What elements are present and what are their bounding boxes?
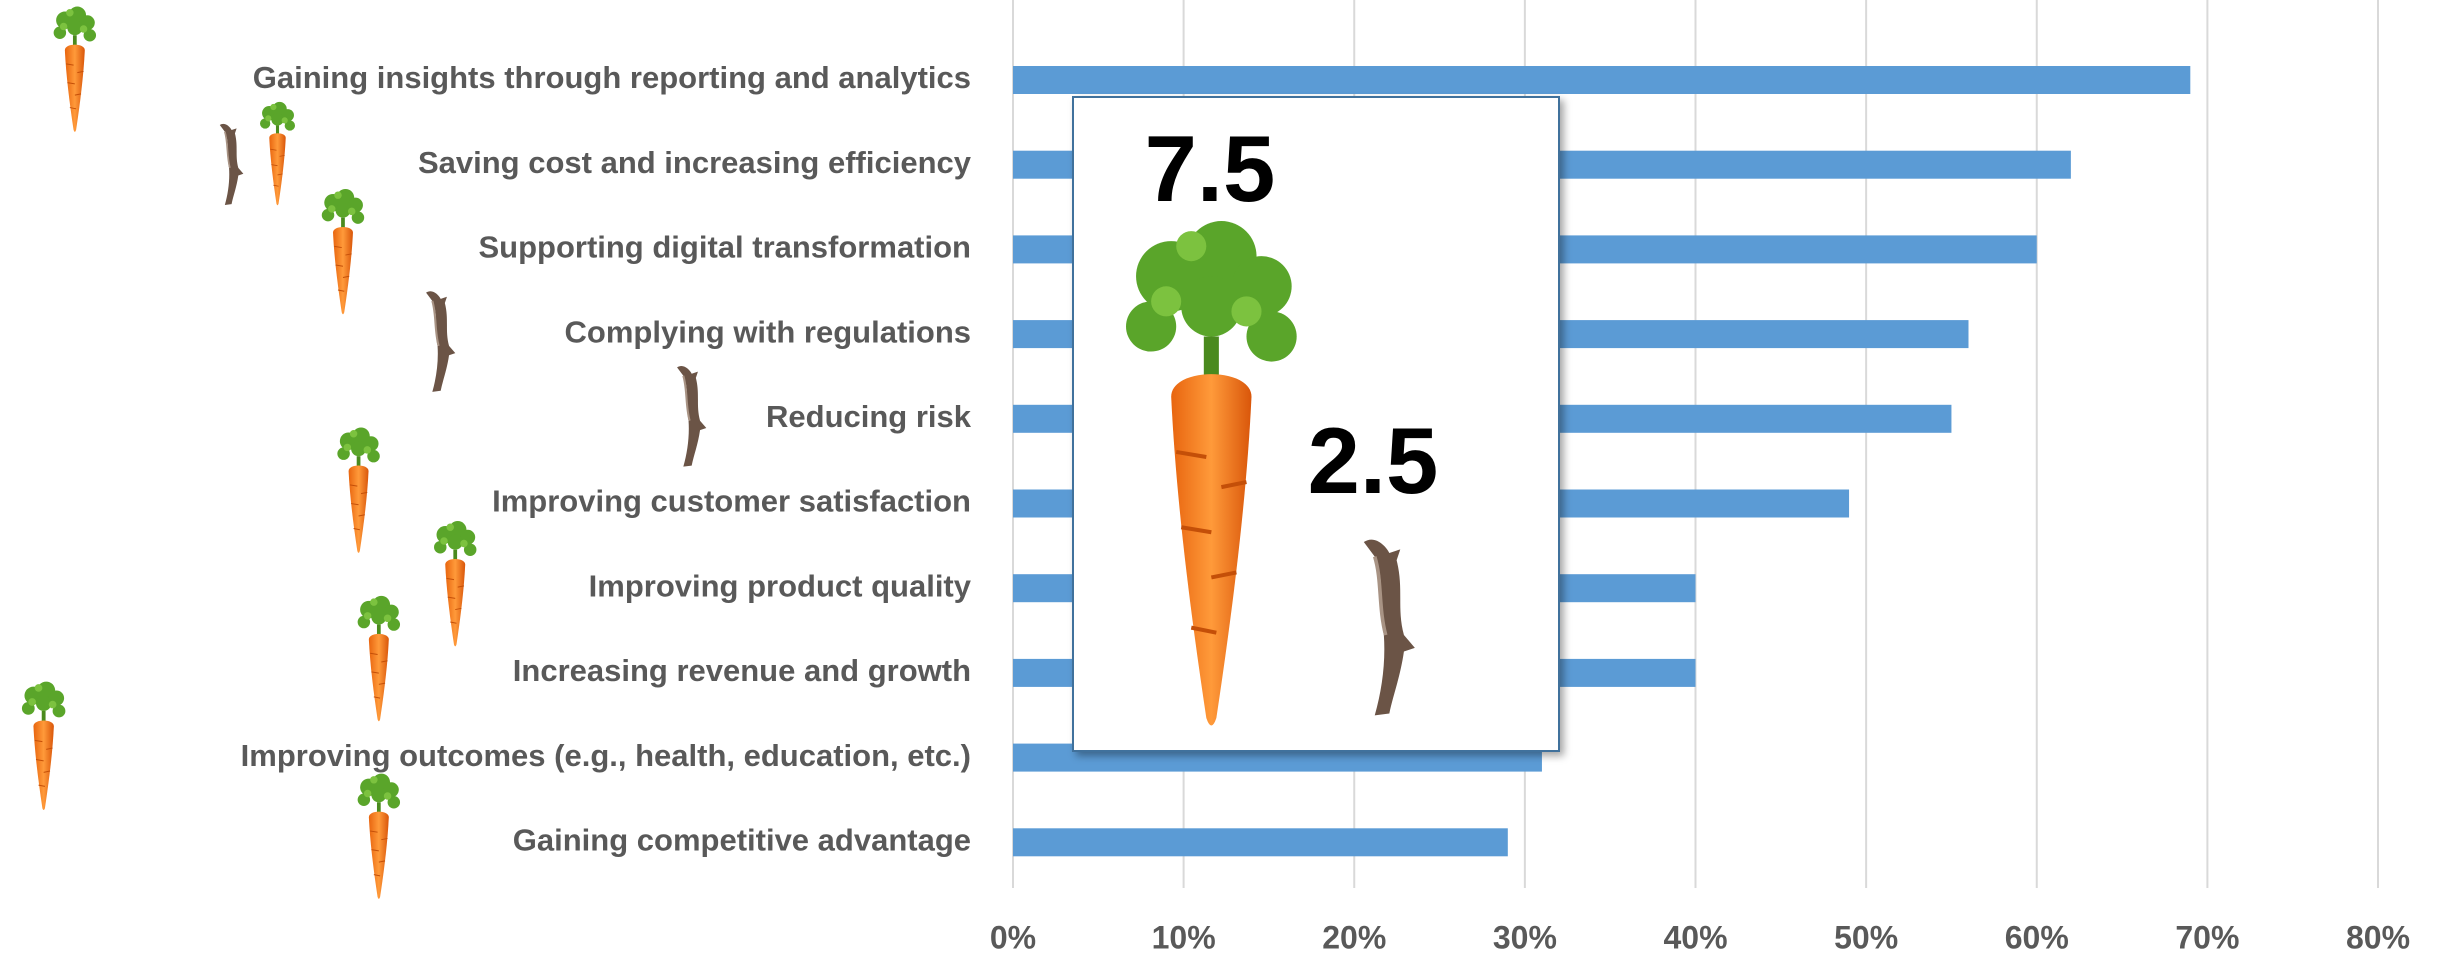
- stick-icon: [425, 290, 457, 393]
- y-tick-label: Improving outcomes (e.g., health, educat…: [241, 738, 971, 773]
- carrot-icon: [51, 4, 98, 134]
- carrot-icon: [20, 679, 68, 812]
- y-tick-label: Saving cost and increasing efficiency: [418, 145, 972, 180]
- y-tick-label: Complying with regulations: [565, 314, 971, 349]
- stick-icon: [676, 365, 708, 468]
- x-tick-label: 70%: [2175, 919, 2239, 955]
- bar: [1013, 66, 2191, 94]
- x-tick-label: 40%: [1663, 919, 1727, 955]
- x-tick-label: 0%: [990, 919, 1036, 955]
- x-tick-label: 30%: [1493, 919, 1557, 955]
- carrot-icon: [335, 425, 382, 555]
- carrot-icon: [355, 771, 402, 901]
- x-tick-label: 20%: [1322, 919, 1386, 955]
- x-tick-label: 80%: [2346, 919, 2410, 955]
- y-tick-label: Reducing risk: [766, 399, 972, 434]
- carrot-icon: [258, 100, 297, 207]
- x-tick-label: 10%: [1152, 919, 1216, 955]
- y-tick-label: Improving product quality: [589, 568, 972, 603]
- carrot-icon: [432, 519, 479, 649]
- x-tick-label: 50%: [1834, 919, 1898, 955]
- y-tick-label: Increasing revenue and growth: [513, 653, 971, 688]
- carrot-icon: [355, 593, 402, 724]
- y-tick-label: Improving customer satisfaction: [492, 484, 971, 519]
- stick-score: 2.5: [1308, 408, 1439, 513]
- stick-icon: [218, 123, 245, 206]
- carrot-icon: [319, 187, 367, 317]
- inset-box: [1072, 96, 1560, 752]
- carrot-score: 7.5: [1145, 116, 1276, 221]
- bar: [1013, 828, 1508, 857]
- y-tick-label: Gaining competitive advantage: [513, 822, 971, 857]
- y-tick-label: Gaining insights through reporting and a…: [253, 60, 971, 95]
- y-tick-label: Supporting digital transformation: [478, 230, 971, 265]
- x-tick-label: 60%: [2005, 919, 2069, 955]
